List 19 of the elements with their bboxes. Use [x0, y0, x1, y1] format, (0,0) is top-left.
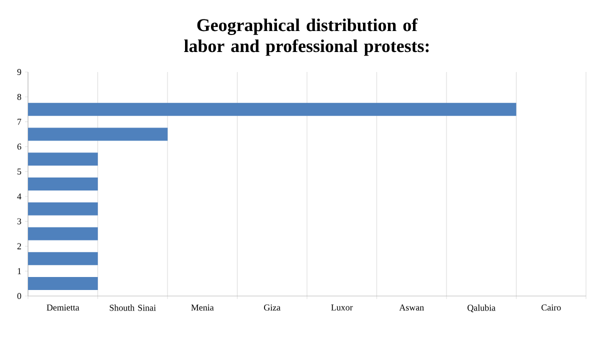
text: Cairo — [542, 304, 561, 311]
text: Giza — [264, 304, 280, 311]
y-tick-label: 7 — [18, 118, 22, 125]
text: Qalubia — [468, 304, 496, 312]
y-tick-label: 4 — [17, 193, 22, 200]
y-tick-label: 6 — [17, 144, 22, 150]
y-tick-label: 1 — [18, 268, 21, 274]
text: Demietta — [46, 304, 80, 311]
y-tick-label: 0 — [17, 292, 22, 300]
y-tick-label: 3 — [17, 218, 22, 224]
y-tick-label: 5 — [18, 168, 22, 175]
y-tick-label: 2 — [17, 243, 21, 250]
text: Shouth Sinai — [110, 304, 156, 311]
y-tick-label: 9 — [17, 68, 22, 76]
text: Aswan — [399, 304, 424, 311]
text: Menia — [191, 304, 214, 311]
y-tick-label: 8 — [17, 94, 22, 100]
chart-title: Geographical distribution of labor and professional protests: — [184, 18, 429, 56]
text: Luxor — [331, 304, 353, 310]
